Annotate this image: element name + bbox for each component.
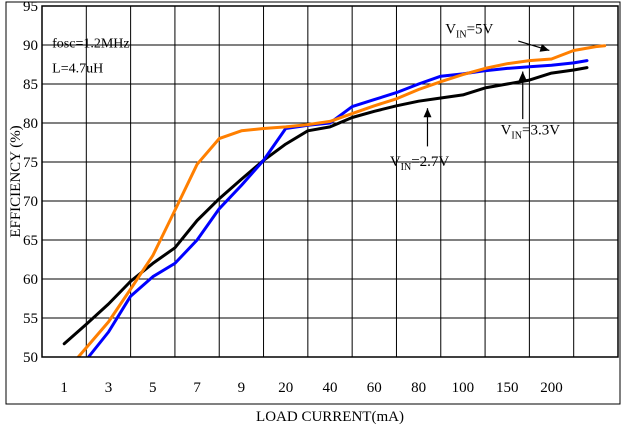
y-tick-label: 85 [23,77,38,93]
x-tick-label: 80 [411,380,426,396]
y-tick-label: 80 [23,116,38,132]
y-tick-label: 90 [23,38,38,54]
condition-frequency: fosc=1.2MHz [52,36,129,51]
y-tick-label: 70 [23,194,38,210]
x-tick-label: 60 [367,380,382,396]
y-tick-label: 50 [23,350,38,366]
x-tick-label: 150 [496,380,519,396]
svg-text:VIN=3.3V: VIN=3.3V [501,123,561,142]
vin-5v-tail: =5V [467,21,494,37]
y-tick-label: 55 [23,311,38,327]
svg-text:VIN=5V: VIN=5V [445,21,493,40]
series-line [62,66,589,346]
x-tick-label: 20 [278,380,293,396]
x-tick-label: 7 [193,380,201,396]
vin-5v-sub: IN [456,29,467,40]
vin-2v7-sub: IN [401,162,412,173]
vin-2v7-arrow-head [423,108,432,118]
vin-5v-arrow-head [539,44,550,52]
y-axis-title: EFFICIENCY (%) [8,125,24,237]
condition-inductor: L=4.7uH [52,61,103,76]
y-tick-label: 75 [23,155,38,171]
vin-3v3-main: V [501,123,512,139]
x-tick-label: 1 [60,380,68,396]
grid [42,6,618,357]
y-tick-label: 60 [23,272,38,288]
tick-labels: 50 55 60 65 70 75 80 85 90 95 1 3 5 7 9 20 40 60 80 100 150 2… [23,0,563,396]
series-line [76,44,607,357]
vin-3v3-arrow-head [518,71,527,81]
vin-3v3-sub: IN [511,131,522,142]
x-tick-label: 5 [149,380,157,396]
series-line [87,59,589,357]
annotation-vin-5v: VIN=5V [445,21,550,52]
x-tick-label: 200 [540,380,563,396]
vin-5v-main: V [445,21,456,37]
outer-border [5,1,621,405]
vin-3v3-tail: =3.3V [522,123,560,139]
svg-text:VIN=2.7V: VIN=2.7V [390,154,450,173]
x-tick-label: 3 [105,380,113,396]
vin-2v7-main: V [390,154,401,170]
x-axis-title: LOAD CURRENT(mA) [256,409,404,425]
x-tick-label: 100 [452,380,475,396]
y-tick-label: 95 [23,0,38,15]
annotation-vin-2v7: VIN=2.7V [390,108,450,173]
y-tick-label: 65 [23,233,38,249]
x-tick-label: 9 [238,380,246,396]
x-tick-label: 40 [323,380,338,396]
annotation-vin-3v3: VIN=3.3V [501,71,561,142]
vin-2v7-tail: =2.7V [411,154,449,170]
series-group [62,44,607,357]
plot-border [41,5,619,358]
